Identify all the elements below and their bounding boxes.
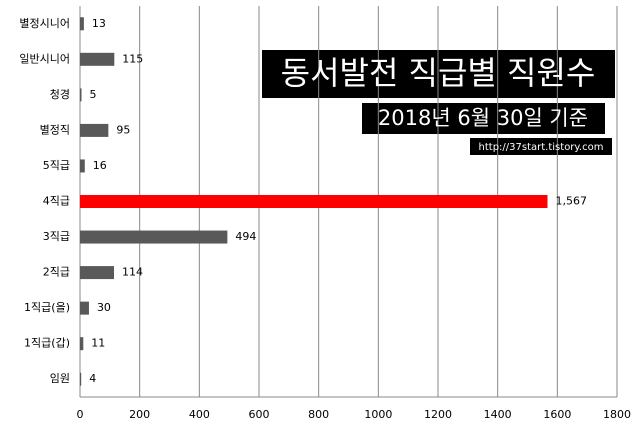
bar xyxy=(80,159,85,173)
chart-title: 동서발전 직급별 직원수 xyxy=(281,54,596,92)
x-tick-label: 1000 xyxy=(364,408,392,421)
y-tick-label: 4직급 xyxy=(43,195,70,208)
value-label: 13 xyxy=(92,17,106,30)
bar xyxy=(80,372,82,386)
x-tick-label: 1600 xyxy=(543,408,571,421)
y-tick-label: 임원 xyxy=(50,372,70,385)
annotation: http://37start.tistory.com xyxy=(479,142,604,153)
value-label: 5 xyxy=(89,88,96,101)
bar xyxy=(80,266,115,280)
x-tick-label: 200 xyxy=(129,408,150,421)
x-tick-label: 1400 xyxy=(484,408,512,421)
y-tick-label: 별정직 xyxy=(40,123,70,136)
y-tick-label: 3직급 xyxy=(43,230,70,243)
value-label: 494 xyxy=(235,230,256,243)
value-label: 4 xyxy=(89,372,96,385)
value-label: 114 xyxy=(122,266,143,279)
value-label: 115 xyxy=(122,52,143,65)
bar xyxy=(80,17,84,31)
bar xyxy=(80,195,548,208)
x-tick-label: 600 xyxy=(249,408,270,421)
subtitle-box xyxy=(362,103,605,134)
x-tick-label: 800 xyxy=(308,408,329,421)
x-tick-label: 0 xyxy=(77,408,84,421)
value-label: 95 xyxy=(116,123,130,136)
value-label: 30 xyxy=(97,301,111,314)
annotation-box xyxy=(470,138,612,155)
bar xyxy=(80,123,109,137)
bar xyxy=(80,52,115,66)
y-tick-label: 일반시니어 xyxy=(19,51,70,65)
value-label: 1,567 xyxy=(555,195,587,208)
y-tick-label: 5직급 xyxy=(43,159,70,172)
y-tick-label: 별정시니어 xyxy=(19,17,70,30)
value-label: 11 xyxy=(91,337,105,350)
value-label: 16 xyxy=(93,159,107,172)
bar xyxy=(80,88,82,102)
x-tick-label: 400 xyxy=(189,408,210,421)
y-tick-label: 2직급 xyxy=(43,266,70,279)
chart-subtitle: 2018년 6월 30일 기준 xyxy=(378,106,588,130)
bar xyxy=(80,301,89,315)
y-tick-label: 청경 xyxy=(50,88,70,101)
bar xyxy=(80,230,228,244)
bar xyxy=(80,337,84,351)
y-tick-label: 1직급(을) xyxy=(24,301,70,314)
x-tick-label: 1800 xyxy=(603,408,631,421)
y-tick-label: 1직급(갑) xyxy=(24,337,70,350)
x-tick-label: 1200 xyxy=(424,408,452,421)
